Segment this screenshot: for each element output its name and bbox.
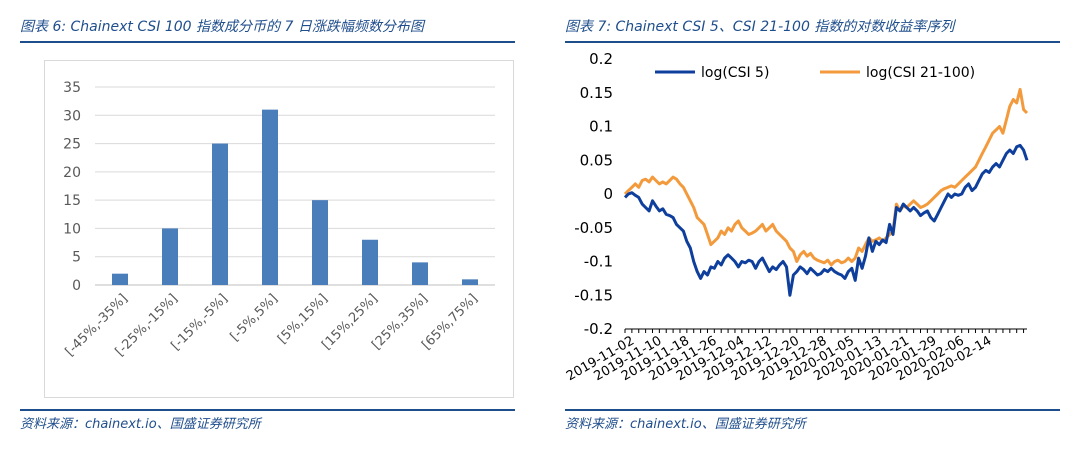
bar-2 (162, 228, 178, 285)
line-y-tick-label: 0.2 (589, 50, 613, 68)
bar-y-tick-label: 20 (63, 165, 81, 181)
left-source-note: 资料来源：chainext.io、国盛证券研究所 (20, 417, 261, 432)
bar-chart-frame: 0 5 10 15 20 25 30 35 [-45%,-35%] [-25%,-15%] [-15… (44, 60, 514, 398)
left-figure-panel: 图表 6: Chainext CSI 100 指数成分币的 7 日涨跌幅频数分布… (0, 0, 535, 453)
series-line-log-csi-5- (623, 143, 1029, 297)
line-chart: -0.2-0.15-0.1-0.0500.050.10.150.22019-11… (564, 50, 1029, 384)
bar-y-tick-label: 25 (63, 137, 81, 153)
bar-y-tick-label: 0 (72, 278, 81, 294)
right-source-divider (565, 409, 1060, 411)
bar-4 (262, 109, 278, 285)
line-y-tick-label: 0.15 (580, 84, 613, 102)
line-y-tick-label: -0.05 (574, 219, 613, 237)
left-source-divider (20, 409, 515, 411)
right-caption-divider (565, 41, 1060, 43)
line-y-tick-label: 0.1 (589, 118, 613, 136)
bar-8 (462, 279, 478, 285)
line-y-tick-label: 0 (603, 185, 613, 203)
bar-chart: 05101520253035[-45%,-35%][-25%,-15%][-15… (63, 80, 495, 359)
line-y-tick-label: 0.05 (580, 151, 613, 169)
line-y-tick-label: -0.2 (584, 320, 613, 338)
bar-y-tick-label: 30 (63, 108, 81, 124)
bar-6 (362, 239, 378, 285)
right-figure-panel: 图表 7: Chainext CSI 5、CSI 21-100 指数的对数收益率… (545, 0, 1080, 453)
bar-7 (412, 262, 428, 285)
bar-y-tick-label: 5 (72, 250, 81, 266)
series-line-log-csi-21-100- (623, 87, 1029, 267)
bar-1 (112, 273, 128, 285)
bar-5 (312, 200, 328, 285)
bar-3 (212, 143, 228, 285)
right-source-note: 资料来源：chainext.io、国盛证券研究所 (565, 417, 806, 432)
line-y-tick-label: -0.1 (584, 253, 613, 271)
left-caption-divider (20, 41, 515, 43)
left-figure-caption: 图表 6: Chainext CSI 100 指数成分币的 7 日涨跌幅频数分布… (20, 19, 424, 35)
legend-label: log(CSI 21-100) (866, 65, 975, 81)
bar-x-tick-label: [-5%,5%] (228, 291, 281, 344)
bar-y-tick-label: 15 (63, 193, 81, 209)
line-y-tick-label: -0.15 (574, 286, 613, 304)
legend-label: log(CSI 5) (701, 65, 769, 81)
right-figure-caption: 图表 7: Chainext CSI 5、CSI 21-100 指数的对数收益率… (565, 19, 955, 35)
bar-y-tick-label: 10 (63, 221, 81, 237)
bar-y-tick-label: 35 (63, 80, 81, 96)
